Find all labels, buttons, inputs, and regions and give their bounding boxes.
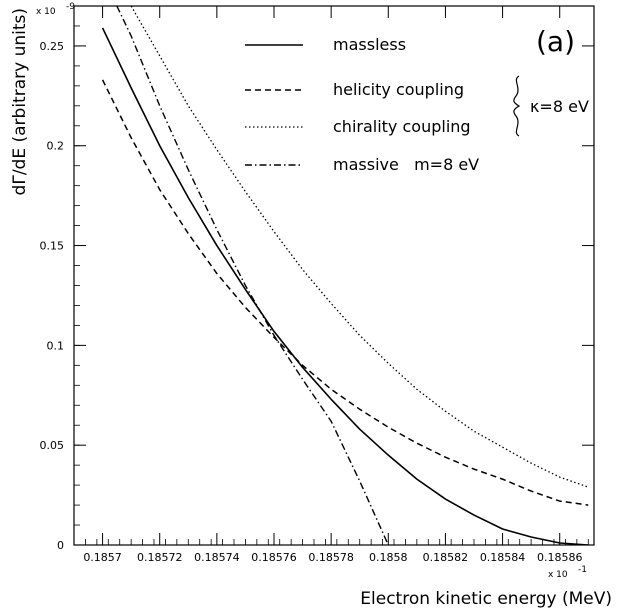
legend-label: chirality coupling	[333, 117, 471, 136]
y-axis-title: dΓ/dE (arbitrary units)	[10, 8, 30, 195]
x-tick-label: 0.18572	[137, 551, 183, 564]
y-tick-label: 0.15	[40, 240, 65, 253]
legend-label: massive m=8 eV	[333, 155, 479, 174]
x-tick-label: 0.18576	[251, 551, 297, 564]
x-tick-label: 0.18584	[480, 551, 526, 564]
y-tick-label: 0.1	[47, 339, 65, 352]
y-axis-multiplier: x 10 -9	[36, 2, 75, 17]
y-tick-label: 0.2	[47, 140, 65, 153]
panel-label: (a)	[536, 25, 575, 58]
y-multiplier-label: x 10	[36, 7, 56, 17]
legend-brace-label: κ=8 eV	[530, 97, 589, 116]
y-tick-label: 0.25	[40, 40, 65, 53]
x-tick-label: 0.1858	[369, 551, 408, 564]
x-tick-label: 0.1857	[83, 551, 122, 564]
legend-label: helicity coupling	[333, 80, 464, 99]
x-multiplier-label: x 10	[548, 570, 568, 580]
series-lines	[101, 6, 589, 545]
y-tick-label: 0.05	[40, 439, 65, 452]
legend-brace	[513, 75, 521, 137]
plot-frame	[73, 5, 595, 546]
plot-area-border	[73, 5, 595, 546]
x-tick-label: 0.18578	[308, 551, 354, 564]
y-tick-label: 0	[57, 539, 64, 552]
x-multiplier-exponent: -1	[578, 565, 587, 575]
x-tick-label: 0.18582	[423, 551, 469, 564]
x-tick-label: 0.18574	[194, 551, 240, 564]
legend: massless helicity coupling chirality coupl…	[245, 35, 589, 174]
x-axis-multiplier: x 10 -1	[548, 565, 587, 580]
legend-label: massless	[333, 35, 406, 54]
series-line-dashdot	[116, 6, 389, 545]
y-axis-ticks: 0 0.05 0.1 0.15 0.2 0.25	[40, 5, 594, 552]
x-tick-label: 0.18586	[537, 551, 583, 564]
y-multiplier-exponent: -9	[66, 2, 75, 12]
x-axis-title: Electron kinetic energy (MeV)	[360, 589, 612, 609]
series-line-dashed	[101, 79, 589, 506]
series-line-dotted	[130, 6, 589, 488]
x-axis-ticks: 0.1857 0.18572 0.18574 0.18576 0.18578 0.1858…	[73, 6, 589, 564]
series-line-solid	[101, 27, 589, 545]
